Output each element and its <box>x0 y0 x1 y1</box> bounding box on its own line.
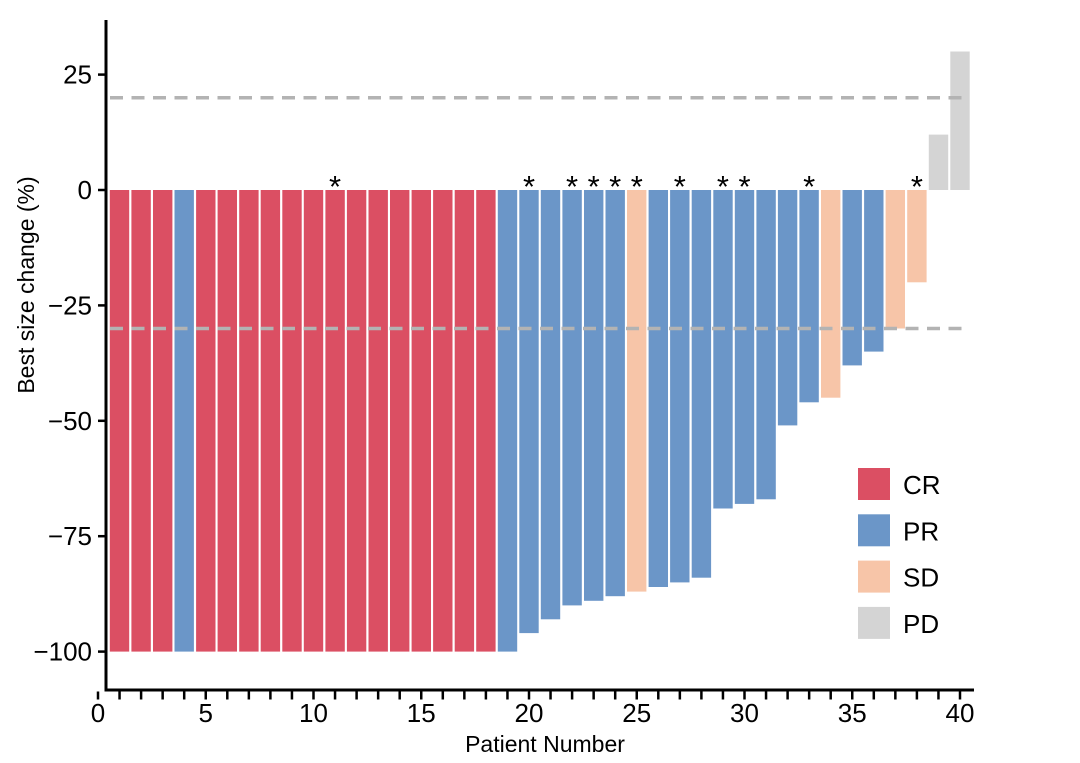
bar-patient-15 <box>411 190 431 652</box>
legend-item-PR: PR <box>858 514 939 547</box>
legend-swatch-SD <box>858 560 890 593</box>
bar-patient-1 <box>109 190 130 652</box>
legend-swatch-PD <box>858 606 890 639</box>
legend-item-PD: PD <box>858 606 939 639</box>
bar-patient-21 <box>540 190 561 620</box>
x-tick-label-30: 30 <box>730 698 759 728</box>
bar-patient-14 <box>390 190 410 652</box>
x-tick-label-5: 5 <box>199 698 213 728</box>
bar-patient-19 <box>497 190 518 652</box>
bar-patient-29 <box>713 190 733 509</box>
bar-patient-7 <box>239 190 259 652</box>
y-tick-label--25: −25 <box>48 290 92 320</box>
bar-patient-39 <box>928 134 949 190</box>
asterisk-patient-29: * <box>717 169 729 204</box>
bar-patient-2 <box>131 190 151 652</box>
x-tick-label-0: 0 <box>91 698 105 728</box>
bar-patient-23 <box>584 190 604 601</box>
bar-patient-13 <box>368 190 388 652</box>
bar-patient-24 <box>605 190 625 597</box>
bar-patient-17 <box>454 190 475 652</box>
bar-patient-40 <box>950 51 970 190</box>
y-tick-label--75: −75 <box>48 521 92 551</box>
bar-patient-18 <box>476 190 496 652</box>
y-tick-label-0: 0 <box>78 175 92 205</box>
bar-patient-34 <box>821 190 841 398</box>
bar-patient-33 <box>799 190 819 403</box>
bar-patient-22 <box>562 190 582 606</box>
legend-item-CR: CR <box>858 468 941 500</box>
bar-patient-11 <box>325 190 345 652</box>
bars-group <box>109 51 970 652</box>
asterisk-patient-23: * <box>588 169 600 204</box>
bar-patient-5 <box>196 190 216 652</box>
bar-patient-36 <box>864 190 884 352</box>
bar-patient-3 <box>153 190 173 652</box>
legend-label-SD: SD <box>903 563 939 593</box>
bar-patient-20 <box>519 190 539 634</box>
bar-patient-10 <box>303 190 324 652</box>
legend-group: CR PR SD PD <box>858 468 941 639</box>
legend-label-PR: PR <box>903 516 939 546</box>
bar-patient-25 <box>627 190 647 592</box>
x-axis-title: Patient Number <box>465 731 625 757</box>
asterisk-patient-27: * <box>674 169 686 204</box>
y-axis-title: Best size change (%) <box>13 176 39 393</box>
bar-patient-37 <box>885 190 905 329</box>
x-tick-label-25: 25 <box>622 698 651 728</box>
asterisk-patient-22: * <box>566 169 578 204</box>
asterisk-patient-11: * <box>329 169 341 204</box>
asterisk-patient-20: * <box>523 169 535 204</box>
bar-patient-9 <box>282 190 302 652</box>
x-tick-label-10: 10 <box>299 698 328 728</box>
asterisk-patient-25: * <box>631 169 643 204</box>
bar-patient-16 <box>433 190 453 652</box>
bar-patient-31 <box>756 190 776 500</box>
legend-swatch-CR <box>858 468 890 500</box>
bar-patient-28 <box>691 190 712 578</box>
axes-group: 25 0 −25 −50 −75 −100 0 5 10 15 20 25 30 35 40 <box>33 20 974 728</box>
legend-label-CR: CR <box>903 470 941 500</box>
bar-patient-38 <box>907 190 927 283</box>
asterisk-patient-33: * <box>803 169 815 204</box>
x-tick-label-15: 15 <box>407 698 436 728</box>
legend-swatch-PR <box>858 514 890 547</box>
bar-patient-4 <box>174 190 194 652</box>
y-tick-label--50: −50 <box>48 406 92 436</box>
bar-patient-27 <box>670 190 690 583</box>
legend-item-SD: SD <box>858 560 939 593</box>
asterisk-patient-38: * <box>911 169 923 204</box>
legend-label-PD: PD <box>903 609 939 639</box>
x-tick-label-20: 20 <box>515 698 544 728</box>
bar-patient-35 <box>842 190 862 366</box>
bar-patient-30 <box>734 190 755 504</box>
bar-patient-12 <box>346 190 367 652</box>
asterisk-patient-24: * <box>609 169 621 204</box>
y-tick-label--100: −100 <box>33 637 92 667</box>
y-tick-label-25: 25 <box>63 60 92 90</box>
x-tick-label-35: 35 <box>838 698 867 728</box>
annotations-group: * * * * * * * * * * * <box>329 169 923 204</box>
bar-patient-6 <box>217 190 237 652</box>
bar-patient-8 <box>260 190 281 652</box>
asterisk-patient-30: * <box>738 169 750 204</box>
bar-patient-32 <box>777 190 798 426</box>
bar-patient-26 <box>648 190 668 587</box>
axis-titles-group: Patient Number Best size change (%) <box>13 176 625 757</box>
reference-lines-group <box>110 95 970 331</box>
x-tick-label-40: 40 <box>946 698 975 728</box>
